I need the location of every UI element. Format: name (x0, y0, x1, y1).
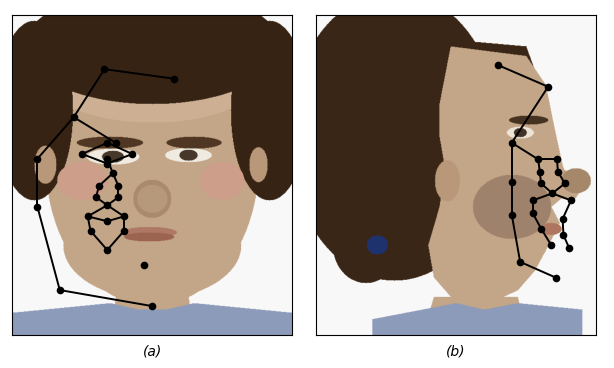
Text: (a): (a) (142, 344, 162, 358)
Text: (b): (b) (446, 344, 465, 358)
